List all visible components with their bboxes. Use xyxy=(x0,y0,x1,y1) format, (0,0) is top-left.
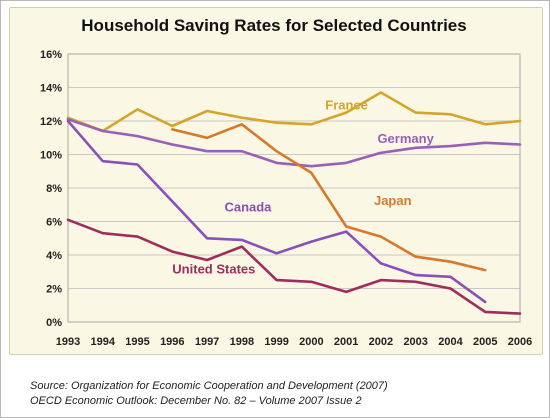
y-tick-label: 10% xyxy=(40,150,62,162)
y-axis-ticks: 0% 2% 4% 6% 8% 10% 12% 14% 16% xyxy=(40,49,62,329)
plot-area xyxy=(67,53,521,323)
x-tick-label: 1994 xyxy=(91,336,116,348)
series-line-france xyxy=(66,91,522,133)
x-tick-label: 2002 xyxy=(369,336,393,348)
x-tick-label: 1998 xyxy=(230,336,254,348)
x-tick-label: 2000 xyxy=(299,336,323,348)
source-line-1: Source: Organization for Economic Cooper… xyxy=(30,380,388,392)
x-tick-label: 2005 xyxy=(473,336,497,348)
x-tick-label: 1997 xyxy=(195,336,219,348)
y-tick-label: 12% xyxy=(40,116,62,128)
series-line-germany xyxy=(66,118,522,168)
y-tick-label: 2% xyxy=(46,284,62,296)
x-axis-ticks: 1993 1994 1995 1996 1997 1998 1999 2000 2001 2002… xyxy=(56,336,532,348)
series-label-canada: Canada xyxy=(224,199,272,214)
x-tick-label: 2004 xyxy=(438,336,463,348)
x-tick-label: 1995 xyxy=(125,336,149,348)
chart-panel xyxy=(9,7,543,355)
series-labels: France Germany Japan Canada United States xyxy=(172,97,434,276)
y-tick-label: 14% xyxy=(40,83,62,95)
x-tick-label: 2003 xyxy=(403,336,427,348)
y-tick-label: 0% xyxy=(46,317,62,329)
x-tick-label: 1993 xyxy=(56,336,80,348)
series-line-canada xyxy=(66,119,487,304)
series-line-japan xyxy=(171,123,487,272)
series-label-united-states: United States xyxy=(172,261,255,276)
chart-title: Household Saving Rates for Selected Coun… xyxy=(81,16,466,35)
y-tick-label: 4% xyxy=(46,250,62,262)
household-saving-chart: Household Saving Rates for Selected Coun… xyxy=(40,16,532,348)
series-line-united-states xyxy=(66,218,522,315)
series-label-germany: Germany xyxy=(377,131,434,146)
series-label-france: France xyxy=(325,97,368,112)
x-tick-label: 1999 xyxy=(264,336,288,348)
source-line-2: OECD Economic Outlook: December No. 82 –… xyxy=(30,395,362,407)
y-tick-label: 16% xyxy=(40,49,62,61)
y-tick-label: 6% xyxy=(46,217,62,229)
x-tick-label: 2001 xyxy=(334,336,358,348)
gridlines xyxy=(68,87,520,289)
y-tick-label: 8% xyxy=(46,183,62,195)
series-label-japan: Japan xyxy=(374,193,412,208)
source-note: Source: Organization for Economic Cooper… xyxy=(30,379,530,409)
x-tick-label: 1996 xyxy=(160,336,184,348)
series-lines xyxy=(66,91,522,315)
x-tick-label: 2006 xyxy=(508,336,532,348)
